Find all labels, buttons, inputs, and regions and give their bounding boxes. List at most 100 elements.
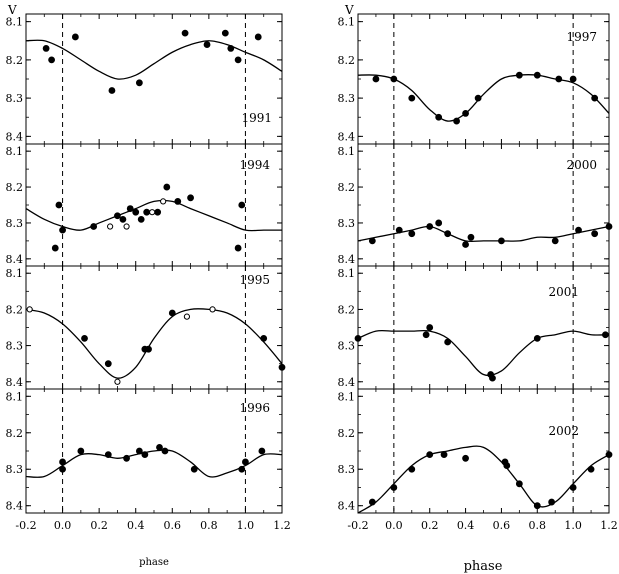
fit-curve [357,445,610,514]
data-point [408,230,416,238]
data-point-open [114,378,121,385]
data-point [408,465,416,473]
data-point [435,113,443,121]
fit-curve [357,74,610,122]
panel-frame [357,388,610,514]
data-point [238,465,246,473]
x-tick-label: 1.2 [273,519,291,532]
data-point [605,223,613,230]
y-tick-label: 8.2 [338,303,356,316]
data-point [51,244,59,252]
data-point [372,75,380,83]
data-point [474,94,482,102]
panel-1995: 8.1 8.2 8.3 8.4 1995 [6,265,286,390]
x-tick-label: 0.0 [54,519,72,532]
data-point [498,237,505,245]
panel-year-label: 2001 [548,285,579,299]
x-tick-label: 0.4 [127,519,145,532]
data-point [161,447,169,455]
data-point [260,334,268,342]
data-point [354,334,362,342]
data-point [203,41,211,48]
panels-group: 8.18.28.38.419918.18.28.38.419948.18.28.… [6,13,618,532]
y-tick-label: 8.3 [6,92,24,105]
x-tick-label: 1.0 [564,519,582,532]
data-point [533,502,541,510]
data-point [587,465,595,473]
data-point [591,230,599,238]
data-point [190,465,198,473]
data-point [278,363,286,371]
data-point [426,223,434,230]
data-point [254,33,262,41]
data-point [569,484,577,491]
data-point [108,87,116,94]
y-tick-label: 8.2 [6,303,24,316]
data-point [119,215,127,223]
data-point [42,45,50,52]
data-point [551,237,559,245]
data-point [55,201,63,209]
data-point [135,447,143,455]
data-point [575,226,582,234]
x-tick-label: 0.0 [385,519,403,532]
data-point [368,237,376,245]
y-tick-label: 8.2 [338,427,356,440]
panel-year-label: 1995 [239,273,270,287]
data-point [440,451,448,459]
x-tick-label: 0.8 [200,519,218,532]
panel-year-label: 1997 [566,30,597,44]
fit-curve [357,329,610,377]
panel-year-label: 1994 [239,158,270,172]
y-tick-label: 8.4 [338,500,356,513]
y-tick-label: 8.4 [6,130,24,143]
x-axis-label-right: phase [464,559,503,574]
panel-2001: 8.1 8.2 8.3 8.4 2001 [338,265,610,390]
data-point [548,498,556,506]
y-tick-label: 8.3 [338,463,356,476]
data-point [143,208,151,216]
y-tick-label: 8.1 [338,267,356,280]
y-tick-label: 8.4 [6,376,24,389]
y-tick-label: 8.1 [6,267,24,280]
y-tick-label: 8.2 [6,427,24,440]
data-point [533,71,541,79]
y-tick-label: 8.3 [338,217,356,230]
y-tick-label: 8.4 [338,130,356,143]
data-point [408,94,416,102]
y-tick-label: 8.1 [6,145,24,158]
x-tick-label: -0.2 [15,519,36,532]
data-point [462,110,469,117]
y-tick-label: 8.3 [338,340,356,353]
panel-1994: 8.1 8.2 8.3 8.4 1994 [6,143,283,267]
x-axis-label-left: phase [139,557,169,568]
panel-2000: 8.1 8.2 8.3 8.4 2000 [338,143,613,267]
x-tick-label: 0.4 [457,519,475,532]
data-point [90,223,98,230]
panel-year-label: 1991 [241,111,272,125]
data-point [234,244,242,252]
data-point [395,226,403,234]
data-point [77,447,85,455]
data-point [444,230,452,238]
data-point [258,447,266,455]
panel-1996: 8.1 8.2 8.3 8.4 -0.2 0.0 0.2 0.4 0.6 0.8 1.0 1.2 199… [6,388,291,532]
data-point [59,465,66,473]
data-point [426,451,434,459]
data-point [426,324,434,331]
y-axis-label-right: V [344,3,354,17]
data-point-open [123,223,130,230]
data-point [71,33,79,41]
data-point [533,334,541,342]
data-point [145,345,152,353]
data-point [444,338,452,346]
y-tick-label: 8.4 [6,253,24,266]
y-axis-label-left: V [7,3,17,17]
data-point [462,241,469,248]
data-point [181,29,189,37]
data-point [163,183,171,191]
data-point [137,215,145,223]
y-tick-label: 8.3 [6,340,24,353]
x-tick-label: 1.0 [237,519,255,532]
data-point [104,360,112,368]
